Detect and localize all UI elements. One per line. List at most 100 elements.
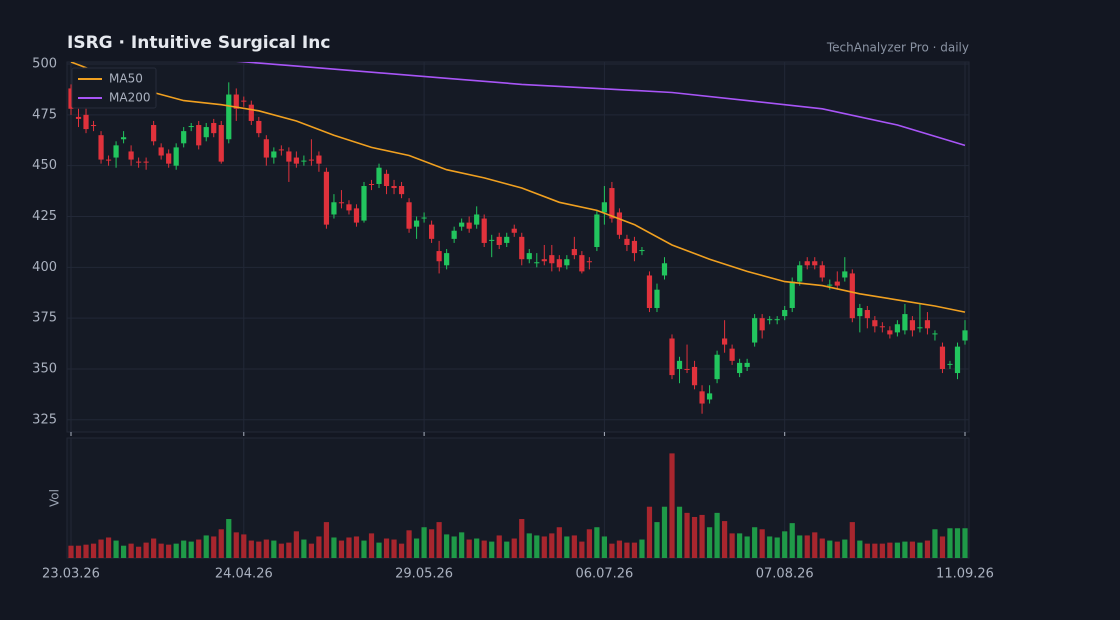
candle-body (421, 217, 427, 219)
volume-bar (444, 534, 450, 558)
volume-bar (474, 538, 480, 558)
volume-bar (864, 543, 870, 558)
candle-body (556, 259, 562, 268)
volume-bar (699, 514, 705, 558)
candle-body (691, 366, 698, 386)
candle-body (541, 259, 547, 262)
candle-body (496, 236, 502, 245)
candle-body (459, 222, 465, 227)
volume-bar (151, 538, 157, 558)
volume-bar (158, 543, 164, 558)
volume-bar (436, 522, 442, 558)
volume-bar (752, 527, 758, 558)
candle-body (714, 354, 720, 380)
candle-body (849, 273, 855, 319)
candle-body (932, 333, 938, 335)
volume-bar (729, 533, 735, 558)
volume-bar (301, 539, 307, 558)
volume-bar (684, 512, 690, 558)
volume-bar (188, 541, 194, 558)
candle-body (181, 131, 187, 144)
candle-body (466, 222, 472, 229)
candle-body (211, 122, 217, 134)
volume-bar (782, 531, 788, 558)
axis-labels: 325 350 375 400 425 450 475 500 23.03.26 24.04.26… (32, 57, 994, 582)
candle-body (519, 236, 525, 260)
volume-bar (233, 532, 239, 558)
candle-body (729, 348, 735, 361)
volume-bar (669, 453, 675, 558)
volume-bar (737, 533, 743, 558)
candle-body (939, 346, 946, 369)
volume-bar (639, 539, 645, 558)
candle-body (661, 263, 668, 276)
candle-body (699, 391, 705, 404)
volume-bar (368, 533, 375, 558)
candle-body (624, 238, 630, 245)
candle-body (504, 236, 510, 243)
candle-body (113, 145, 119, 158)
y-tick-label: 350 (32, 361, 57, 376)
volume-bar (661, 506, 668, 558)
candle-body (857, 307, 863, 317)
volume-bar (226, 519, 232, 558)
candle-body (526, 253, 532, 260)
candle-body (271, 151, 277, 158)
volume-bar (143, 542, 149, 558)
y-tick-label: 450 (32, 158, 57, 173)
volume-bar (526, 533, 532, 558)
volume-bar (331, 537, 337, 558)
candle-body (406, 202, 412, 229)
candle-body (308, 159, 315, 161)
candle-body (158, 147, 164, 156)
candle-body (601, 202, 607, 213)
candle-body (782, 310, 788, 317)
volume-bar (827, 540, 833, 558)
volume-bar (451, 536, 457, 558)
volume-bar (113, 540, 119, 558)
volume-bar (594, 527, 600, 558)
chart-subtitle: TechAnalyzer Pro · daily (826, 41, 969, 55)
candle-body (872, 320, 878, 327)
volume-bar (75, 545, 82, 558)
volume-bar (767, 536, 773, 558)
volume-panel (66, 437, 970, 559)
ma-line (236, 62, 966, 147)
candles (68, 82, 968, 414)
volume-bar (579, 541, 585, 558)
legend-label: MA200 (109, 91, 150, 105)
volume-bar (947, 528, 953, 558)
volume-bar (293, 531, 299, 558)
volume-bar (421, 527, 427, 558)
grid (67, 62, 969, 558)
candle-body (564, 259, 570, 266)
candle-body (436, 251, 442, 262)
candle-body (263, 139, 269, 158)
volume-bar (241, 534, 247, 558)
volume-bar (136, 546, 142, 558)
volume-bar (316, 536, 322, 558)
candle-body (909, 320, 916, 331)
candle-body (383, 173, 390, 187)
candle-body (166, 153, 172, 164)
volume-bar (68, 545, 74, 558)
candle-body (879, 326, 885, 328)
x-tick-label: 24.04.26 (215, 567, 273, 582)
candle-body (413, 220, 420, 227)
volume-bar (346, 537, 352, 558)
volume-bar (872, 543, 878, 558)
candle-body (241, 100, 247, 102)
candle-body (887, 330, 893, 335)
volume-bar (459, 532, 465, 558)
volume-bar (564, 536, 570, 558)
volume-bar (691, 516, 698, 558)
volume-bar (917, 542, 923, 558)
volume-bar (616, 540, 623, 558)
volume-bar (571, 535, 577, 558)
candle-body (759, 318, 765, 331)
candle-body (962, 330, 968, 341)
candle-body (924, 320, 931, 329)
candle-body (90, 125, 97, 127)
volume-bar (271, 540, 277, 558)
